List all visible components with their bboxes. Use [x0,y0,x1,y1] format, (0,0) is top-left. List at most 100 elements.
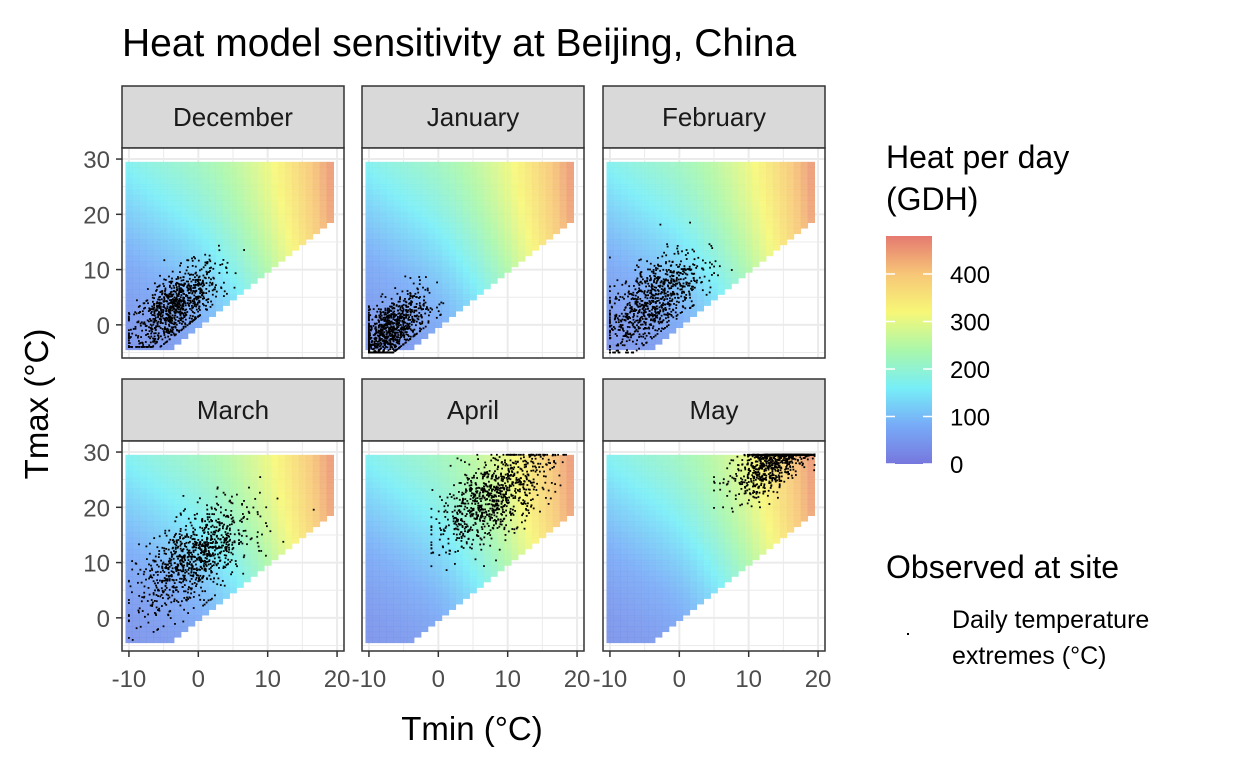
observed-point [649,269,651,271]
observed-point [638,288,640,290]
heatmap-tile [132,283,139,289]
heatmap-tile [711,173,718,179]
heatmap-tile [759,201,766,207]
heatmap-tile [766,206,773,212]
heatmap-tile [766,234,773,240]
heatmap-tile [511,217,518,223]
heatmap-tile [606,195,613,201]
observed-point [158,285,160,287]
observed-point [178,330,180,332]
heatmap-tile [553,189,560,195]
heatmap-tile [620,245,627,251]
heatmap-tile [421,173,428,179]
heatmap-tile [421,278,428,284]
observed-point [388,329,390,331]
heatmap-tile [532,228,539,234]
heatmap-tile [456,261,463,267]
heatmap-tile [139,178,146,184]
heatmap-tile [216,256,223,262]
heatmap-tile [752,228,759,234]
heatmap-tile [250,261,257,267]
heatmap-tile [711,195,718,201]
heatmap-tile [320,201,327,207]
heatmap-tile [752,239,759,245]
observed-point [673,280,675,282]
heatmap-tile [683,223,690,229]
observed-point [399,339,401,341]
heatmap-tile [463,201,470,207]
heatmap-tile [216,223,223,229]
observed-point [171,326,173,328]
heatmap-tile [442,317,449,323]
observed-point [173,285,175,287]
heatmap-tile [497,212,504,218]
heatmap-tile [139,267,146,273]
observed-point [410,314,412,316]
observed-point [383,350,385,352]
observed-point [197,281,199,283]
observed-point [423,327,425,329]
observed-point [635,302,637,304]
observed-point [655,315,657,317]
observed-point [176,286,178,288]
observed-point [194,285,196,287]
observed-point [397,319,399,321]
observed-point [186,270,188,272]
heatmap-tile [606,272,613,278]
observed-point [378,343,380,345]
heatmap-tile [690,201,697,207]
heatmap-tile [125,549,132,555]
heatmap-tile [752,256,759,262]
observed-point [403,304,405,306]
heatmap-tile [174,239,181,245]
heatmap-tile [669,239,676,245]
heatmap-tile [407,245,414,251]
observed-point [178,312,180,314]
observed-point [642,324,644,326]
observed-point [642,300,644,302]
observed-point [671,315,673,317]
heatmap-tile [518,201,525,207]
heatmap-tile [567,201,574,207]
heatmap-tile [711,223,718,229]
heatmap-tile [759,228,766,234]
observed-point [185,314,187,316]
observed-point [199,292,201,294]
heatmap-tile [676,184,683,190]
heatmap-tile [407,184,414,190]
heatmap-tile [299,217,306,223]
heatmap-tile [724,167,731,173]
heatmap-tile [532,167,539,173]
observed-point [184,312,186,314]
observed-point [696,282,698,284]
observed-point [181,305,183,307]
heatmap-tile [476,201,483,207]
heatmap-tile [525,228,532,234]
heatmap-tile [421,239,428,245]
heatmap-tile [511,201,518,207]
observed-point [209,260,211,262]
heatmap-tile [435,173,442,179]
heatmap-tile [160,267,167,273]
heatmap-tile [243,228,250,234]
heatmap-tile [132,162,139,168]
heatmap-tile [428,223,435,229]
heatmap-tile [216,162,223,168]
heatmap-tile [794,173,801,179]
heatmap-tile [766,201,773,207]
heatmap-tile [188,228,195,234]
heatmap-tile [414,162,421,168]
observed-point [394,347,396,349]
observed-point [691,300,693,302]
heatmap-tile [620,289,627,295]
observed-point [205,292,207,294]
observed-point [660,282,662,284]
heatmap-tile [731,212,738,218]
heatmap-tile [125,178,132,184]
heatmap-tile [787,189,794,195]
heatmap-tile [209,223,216,229]
heatmap-tile [278,206,285,212]
heatmap-tile [125,294,132,300]
observed-point [415,306,417,308]
heatmap-tile [560,184,567,190]
